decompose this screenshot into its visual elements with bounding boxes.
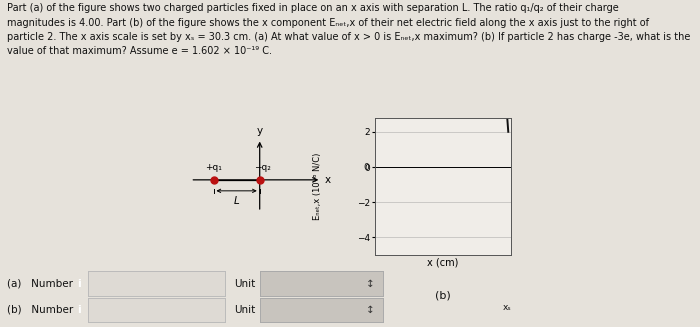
Text: x: x [324,175,330,185]
Text: (a)   Number: (a) Number [7,279,73,289]
Text: L: L [234,196,239,206]
Text: 0: 0 [363,163,369,172]
Text: −q₂: −q₂ [254,163,271,172]
Text: +q₁: +q₁ [205,163,222,172]
Text: Eₙₑₜ,x (10⁻⁶ N/C): Eₙₑₜ,x (10⁻⁶ N/C) [313,153,322,220]
X-axis label: x (cm): x (cm) [427,258,458,268]
Text: (b): (b) [435,291,451,301]
Text: i: i [77,279,81,289]
Text: Part (a) of the figure shows two charged particles fixed in place on an x axis w: Part (a) of the figure shows two charged… [7,3,690,57]
Text: y: y [257,126,262,136]
Text: (b)   Number: (b) Number [7,305,73,315]
Text: xₛ: xₛ [503,303,511,312]
Text: ↕: ↕ [365,279,375,289]
Text: ↕: ↕ [365,305,375,315]
Text: i: i [77,305,81,315]
Text: Unit: Unit [234,305,255,315]
Text: Unit: Unit [234,279,255,289]
